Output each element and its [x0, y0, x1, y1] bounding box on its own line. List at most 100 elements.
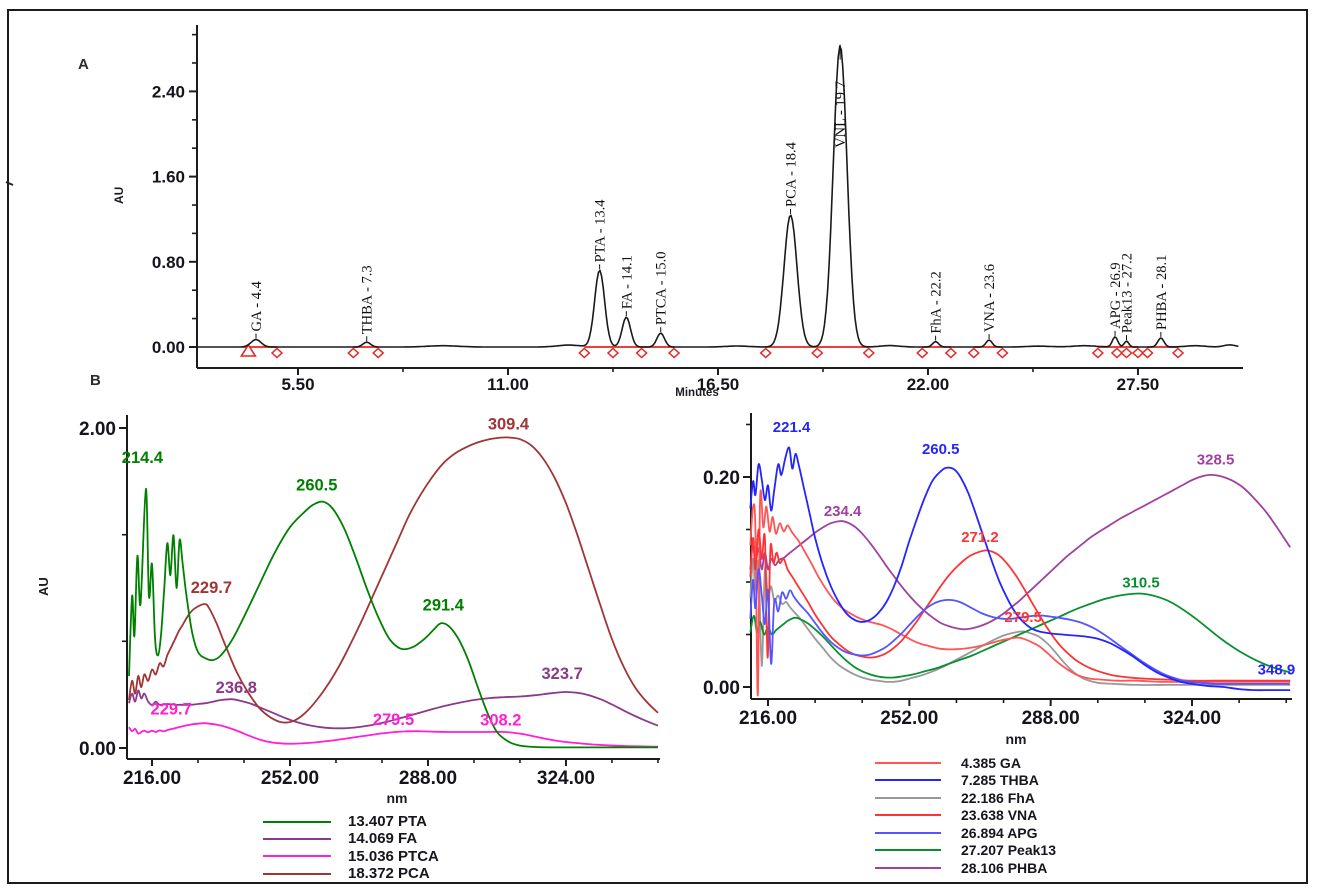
wavelength-label: 310.5	[1122, 574, 1160, 591]
legend-label: 7.285 THBA	[961, 772, 1039, 789]
baseline-diamond-marker	[667, 347, 681, 359]
baseline-diamond-marker	[862, 347, 875, 359]
legend-line-swatch	[875, 849, 941, 852]
wavelength-label: 279.5	[373, 711, 414, 729]
chromatogram-trace	[196, 45, 1239, 348]
spectra-left-x-axis-title: nm	[386, 790, 408, 806]
baseline-diamond-marker	[967, 347, 980, 359]
wavelength-label: 309.4	[488, 416, 530, 434]
peak-label: PCA - 18.4	[784, 141, 800, 207]
legend-item: 28.106 PHBA	[875, 859, 1056, 877]
legend-label: 15.036 PTCA	[348, 847, 439, 865]
y-tick-label: 0.00	[79, 739, 116, 760]
legend-item: 13.407 PTA	[263, 813, 439, 830]
spectrum-GA	[749, 489, 1291, 697]
x-tick-label: 288.00	[399, 768, 457, 789]
x-tick-label: 252.00	[261, 768, 319, 789]
legend-item: 14.069 FA	[263, 830, 439, 847]
peak-label: PHBA - 28.1	[1154, 255, 1170, 330]
spectrum-APG	[749, 568, 1290, 685]
legend-line-swatch	[263, 837, 331, 840]
baseline-diamond-marker	[1171, 347, 1185, 359]
legend-line-swatch	[263, 872, 331, 875]
legend-label: 26.894 APG	[961, 824, 1038, 841]
wavelength-label: 348.9	[1258, 661, 1296, 678]
baseline-diamond-marker	[944, 347, 957, 359]
baseline-diamond-marker	[1120, 347, 1133, 359]
peak-label: PTCA - 15.0	[654, 251, 670, 325]
x-tick-label: 216.00	[739, 708, 797, 729]
peak-label: FA - 14.1	[619, 255, 635, 309]
baseline-diamond-marker	[578, 347, 591, 359]
spectrum-PCA	[128, 436, 659, 724]
x-tick-label: 324.00	[1163, 708, 1221, 729]
legend-label: 27.207 Peak13	[961, 842, 1056, 859]
wavelength-label: 229.7	[191, 579, 232, 597]
y-tick-label: 0.80	[152, 253, 185, 272]
wavelength-label: 308.2	[480, 712, 521, 730]
legend-line-swatch	[875, 779, 941, 782]
peak-label: PTA - 13.4	[593, 199, 609, 263]
x-tick-label: 22.00	[907, 375, 950, 394]
y-tick-label: 1.60	[152, 168, 185, 187]
wavelength-label: 271.2	[961, 529, 999, 546]
peak-label: VNL - 19.7	[833, 81, 849, 148]
baseline-diamond-marker	[270, 347, 284, 359]
wavelength-label: 229.7	[151, 700, 192, 718]
wavelength-label: 328.5	[1197, 451, 1235, 468]
y-tick-label: 2.40	[152, 82, 185, 101]
legend-line-swatch	[263, 855, 331, 858]
x-tick-label: 324.00	[537, 768, 595, 789]
border-artifact-mark	[5, 181, 14, 186]
baseline-diamond-marker	[347, 347, 360, 359]
panel-a-x-axis-title: Minutes	[675, 387, 719, 399]
baseline-diamond-marker	[1131, 347, 1145, 359]
panel-b-letter: B	[90, 372, 101, 389]
wavelength-label: 234.4	[824, 503, 862, 520]
y-tick-label: 0.00	[703, 678, 740, 699]
legend-line-swatch	[875, 796, 941, 799]
baseline-diamond-marker	[759, 347, 772, 359]
legend-item: 27.207 Peak13	[875, 842, 1056, 860]
spectrum-FA	[128, 689, 659, 730]
legend-label: 18.372 PCA	[348, 865, 430, 883]
legend-label: 22.186 FhA	[961, 789, 1035, 806]
spectrum-PTCA	[128, 722, 659, 748]
wavelength-label: 291.4	[423, 596, 465, 614]
wavelength-label: 260.5	[296, 476, 337, 494]
legend-line-swatch	[875, 814, 941, 817]
spectrum-Peak13	[749, 592, 1291, 679]
legend-label: 14.069 FA	[348, 830, 418, 848]
x-tick-label: 27.50	[1117, 375, 1160, 394]
legend-label: 28.106 PHBA	[961, 859, 1048, 876]
wavelength-label: 279.5	[1004, 609, 1042, 626]
peak-label: APG - 26.9	[1108, 262, 1124, 328]
legend-line-swatch	[875, 761, 941, 764]
y-tick-label: 0.20	[703, 468, 740, 489]
peak-label: FhA - 22.2	[929, 271, 945, 333]
baseline-diamond-marker	[606, 347, 620, 359]
legend-line-swatch	[263, 820, 331, 823]
baseline-diamond-marker	[811, 347, 824, 359]
legend-label: 13.407 PTA	[348, 813, 427, 831]
y-tick-label: 2.00	[79, 419, 116, 440]
legend-item: 18.372 PCA	[263, 865, 439, 882]
baseline-diamond-marker	[372, 347, 385, 359]
spectrum-VNA	[749, 528, 1291, 682]
baseline-diamond-marker	[1110, 347, 1124, 359]
spectrum-PTA	[128, 487, 658, 749]
peak-label: GA - 4.4	[249, 280, 265, 331]
spectrum-THBA	[749, 446, 1291, 692]
x-tick-label: 252.00	[880, 708, 938, 729]
legend-label: 23.638 VNA	[961, 807, 1038, 824]
wavelength-label: 236.8	[216, 679, 257, 697]
legend-item: 7.285 THBA	[875, 772, 1056, 790]
spectrum-PHBA	[749, 473, 1291, 631]
peak-label: THBA - 7.3	[360, 265, 376, 334]
wavelength-label: 214.4	[122, 449, 164, 467]
baseline-diamond-marker	[1091, 347, 1104, 359]
baseline-diamond-marker	[635, 347, 648, 359]
spectra-right-x-axis-title: nm	[1005, 731, 1027, 747]
